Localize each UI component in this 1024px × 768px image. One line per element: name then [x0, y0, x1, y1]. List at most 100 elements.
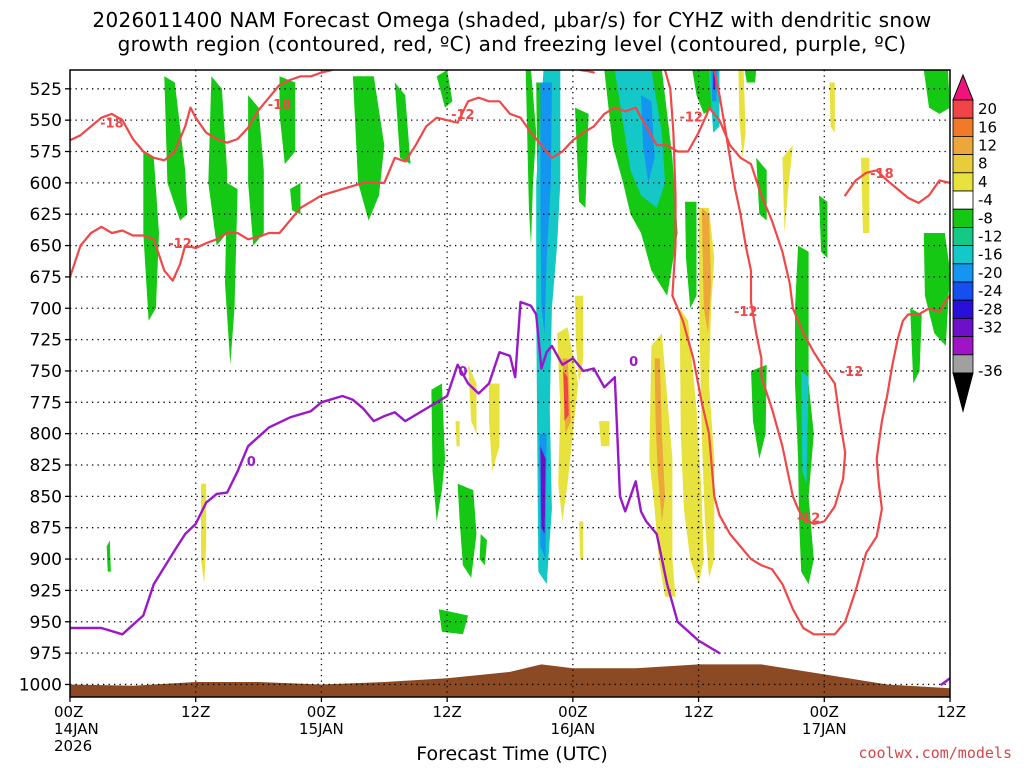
- colorbar-segment: [952, 117, 974, 137]
- colorbar-label: -28: [978, 300, 1003, 318]
- y-tick-label: 850: [30, 487, 62, 507]
- colorbar-segment: [952, 354, 974, 374]
- omega-region-green: [819, 195, 828, 259]
- omega-region-purple: [540, 446, 546, 534]
- x-tick-label: 00Z: [54, 703, 83, 721]
- omega-region-yellow: [782, 145, 793, 233]
- omega-region-green: [525, 70, 537, 246]
- dgz-contour-minus18: [70, 70, 333, 162]
- credit-text[interactable]: coolwx.com/models: [858, 744, 1012, 762]
- y-tick-label: 800: [30, 425, 62, 445]
- contour-label: -12: [734, 305, 758, 320]
- colorbar-segment: [952, 263, 974, 283]
- omega-region-green: [457, 483, 477, 578]
- omega-region-green: [923, 233, 950, 346]
- x-tick-day: 16JAN: [550, 720, 595, 738]
- x-tick-label: 12Z: [432, 703, 461, 721]
- y-tick-label: 550: [30, 111, 62, 131]
- x-tick-label: 00Z: [810, 703, 839, 721]
- y-tick-label: 750: [30, 362, 62, 382]
- omega-region-cyan: [801, 371, 809, 484]
- omega-region-yellow: [861, 157, 870, 233]
- freezing-level-contour: [940, 677, 950, 686]
- omega-region-green: [143, 151, 159, 321]
- colorbar-label: -20: [978, 264, 1003, 282]
- colorbar-segment: [952, 154, 974, 174]
- colorbar-label: -16: [978, 246, 1003, 264]
- x-axis-title: Forecast Time (UTC): [416, 743, 608, 765]
- colorbar-segment: [952, 281, 974, 301]
- colorbar-label: -12: [978, 228, 1003, 246]
- omega-region-green: [431, 383, 445, 522]
- freezing-level-contour: [70, 300, 721, 655]
- y-tick-label: 675: [30, 268, 62, 288]
- omega-region-yellow: [468, 364, 477, 434]
- axes: 525 550 575 600 625 650 675 700 725 750 775 800 825 8…: [19, 69, 966, 755]
- x-tick-label: 12Z: [181, 703, 210, 721]
- y-tick-label: 975: [30, 644, 62, 664]
- plot-frame: [69, 69, 951, 698]
- dgz-contour-minus18: [844, 169, 950, 204]
- y-tick-label: 525: [30, 80, 62, 100]
- omega-region-green: [290, 182, 301, 215]
- terrain-fill: [70, 664, 950, 697]
- colorbar-top-triangle: [952, 73, 974, 101]
- omega-region-green: [751, 364, 767, 459]
- x-tick-day: 17JAN: [802, 720, 847, 738]
- omega-region-yellow: [201, 483, 207, 585]
- y-tick-label: 725: [30, 331, 62, 351]
- y-tick-label: 875: [30, 519, 62, 539]
- contour-label: 0: [629, 355, 638, 370]
- colorbar-label: 8: [978, 155, 988, 173]
- contour-label: -18: [870, 167, 894, 182]
- x-tick-label: 00Z: [558, 703, 587, 721]
- omega-region-yellow: [738, 70, 746, 158]
- x-tick-day: 14JAN: [54, 720, 99, 738]
- contour-label: -12: [679, 110, 703, 125]
- colorbar-label: -32: [978, 319, 1003, 337]
- y-tick-label: 1000: [19, 675, 62, 695]
- omega-region-green: [685, 201, 697, 309]
- x-tick-year: 2026: [54, 737, 92, 755]
- contour-label: -12: [840, 365, 864, 380]
- omega-region-yellow: [575, 295, 584, 384]
- omega-region-green: [744, 70, 757, 83]
- colorbar-label: 12: [978, 137, 997, 155]
- omega-region-green: [248, 95, 264, 246]
- colorbar-segment: [952, 336, 974, 356]
- omega-region-green: [923, 70, 950, 114]
- plot-area: -18 -18 -12 -12 -12 -12 -12 -12 -18 0 0 0: [70, 70, 950, 697]
- contour-label: 0: [458, 365, 467, 380]
- omega-region-green: [352, 76, 385, 221]
- y-tick-label: 925: [30, 581, 62, 601]
- colorbar-segment: [952, 208, 974, 228]
- colorbar-label: -36: [978, 362, 1003, 380]
- omega-region-green: [479, 534, 487, 566]
- omega-region-yellow: [455, 421, 460, 447]
- contour-label: 0: [247, 455, 256, 470]
- omega-region-green: [910, 308, 922, 384]
- omega-region-yellow: [829, 82, 835, 133]
- colorbar-segment: [952, 245, 974, 265]
- omega-region-blue: [641, 95, 655, 183]
- omega-region-green: [692, 70, 716, 114]
- colorbar-segment: [952, 226, 974, 246]
- y-tick-label: 575: [30, 143, 62, 163]
- omega-region-green: [575, 107, 589, 208]
- dgz-contour-minus12: [70, 70, 847, 525]
- omega-region-yellow: [489, 383, 500, 472]
- plot-content: -18 -18 -12 -12 -12 -12 -12 -12 -18 0 0 0: [70, 70, 950, 697]
- omega-region-orange: [654, 358, 665, 522]
- omega-region-green: [208, 76, 228, 246]
- contour-label: -12: [168, 237, 192, 252]
- colorbar-label: -4: [978, 191, 993, 209]
- y-tick-label: 625: [30, 205, 62, 225]
- colorbar-label: 20: [978, 100, 997, 118]
- y-tick-label: 825: [30, 456, 62, 476]
- colorbar-label: -8: [978, 209, 993, 227]
- colorbar-segment: [952, 99, 974, 119]
- omega-region-yellow: [579, 521, 584, 560]
- contour-label: -18: [268, 98, 292, 113]
